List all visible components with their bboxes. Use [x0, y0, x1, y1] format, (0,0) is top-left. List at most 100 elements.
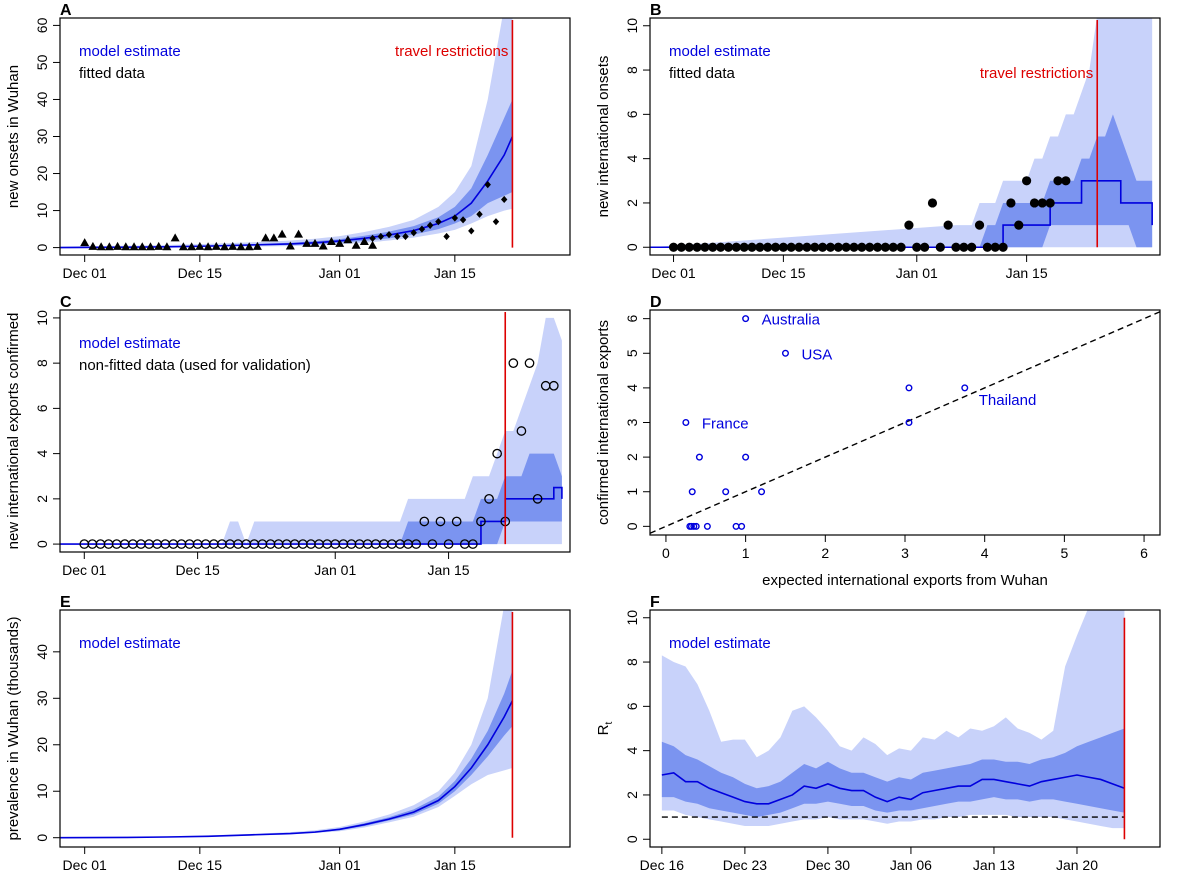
data-point: [742, 315, 750, 323]
data-point: [1045, 198, 1055, 208]
data-point: [990, 242, 1000, 252]
x-tick-label: Dec 30: [806, 857, 851, 873]
data-point: [818, 242, 828, 252]
panel-label: B: [650, 2, 662, 19]
plot-area: [60, 610, 514, 839]
country-label: USA: [801, 346, 832, 363]
data-point: [951, 242, 961, 252]
y-tick-label: 6: [624, 110, 640, 118]
legend-model-estimate: model estimate: [669, 635, 771, 652]
data-point: [904, 220, 914, 230]
x-tick-label: 4: [981, 545, 989, 561]
y-tick-label: 4: [624, 155, 640, 163]
data-point: [668, 242, 679, 252]
y-tick-label: 5: [624, 349, 640, 357]
data-point: [742, 453, 750, 461]
data-point: [716, 242, 726, 252]
plot-area: [650, 311, 1160, 534]
data-point: [692, 522, 700, 530]
panel-label: E: [60, 594, 71, 611]
y-tick-label: 20: [34, 737, 50, 753]
panel-e: 0 10 20 30 40 Dec 01 Dec 15 Jan 01 Jan 15 prevale…: [5, 594, 571, 873]
data-point: [1014, 220, 1024, 230]
triangle-point: [211, 241, 221, 250]
plot-frame: [649, 609, 1161, 848]
data-point: [688, 488, 696, 496]
data-point: [722, 488, 730, 496]
data-point: [524, 358, 535, 368]
diamond-point: [426, 221, 434, 229]
x-tick-label: 2: [821, 545, 829, 561]
triangle-point: [252, 241, 262, 250]
data-point: [687, 522, 695, 530]
data-point: [802, 242, 812, 252]
data-point: [825, 242, 836, 252]
inner-band: [650, 114, 1153, 248]
data-point: [548, 380, 559, 391]
data-point: [998, 242, 1008, 252]
data-point: [732, 522, 740, 530]
data-point: [739, 242, 749, 252]
diamond-point: [468, 227, 475, 235]
plot-area: [60, 317, 563, 549]
data-point: [758, 488, 766, 496]
y-tick-label: 10: [34, 203, 50, 219]
data-point: [1061, 176, 1071, 186]
y-tick-label: 0: [624, 522, 640, 530]
data-point: [676, 242, 686, 252]
y-tick-label: 0: [624, 835, 640, 843]
data-point: [781, 349, 789, 357]
data-point: [786, 242, 796, 252]
y-tick-label: 2: [624, 199, 640, 207]
data-point: [778, 242, 788, 252]
triangle-point: [318, 241, 328, 250]
data-point: [451, 516, 462, 527]
triangle-point: [145, 242, 155, 251]
triangle-point: [326, 237, 336, 246]
legend-model-estimate: model estimate: [79, 335, 181, 352]
triangle-point: [220, 242, 230, 251]
inner-band: [60, 670, 513, 838]
data-point: [508, 358, 519, 368]
data-point: [872, 242, 883, 252]
data-point: [810, 242, 820, 252]
data-point: [1037, 198, 1047, 208]
y-tick-label: 10: [34, 783, 50, 799]
inner-band: [661, 728, 1125, 818]
x-tick-label: 3: [901, 545, 909, 561]
diamond-point: [492, 218, 500, 226]
data-point: [532, 494, 543, 504]
data-point: [443, 539, 454, 549]
triangle-point: [162, 242, 172, 251]
y-tick-label: 2: [624, 453, 640, 461]
triangle-point: [88, 241, 98, 250]
data-point: [905, 419, 913, 427]
y-axis-label: new international onsets: [595, 56, 612, 218]
legend-data: fitted data: [79, 65, 146, 82]
data-point: [695, 453, 703, 461]
x-tick-label: Dec 01: [62, 562, 107, 578]
data-point: [1006, 198, 1016, 208]
data-point: [912, 242, 922, 252]
diamond-point: [484, 181, 491, 189]
x-tick-label: Dec 01: [62, 857, 107, 873]
triangle-point: [294, 229, 304, 238]
identity-line: [650, 311, 1160, 534]
triangle-point: [113, 241, 123, 250]
y-tick-label: 6: [624, 702, 640, 710]
y-tick-label: 0: [34, 834, 50, 842]
legend-travel-restrictions: travel restrictions: [980, 65, 1093, 82]
y-tick-label: 30: [34, 129, 50, 145]
data-point: [723, 242, 734, 252]
diamond-point: [418, 225, 426, 233]
outer-band: [60, 18, 513, 248]
y-tick-label: 4: [34, 450, 50, 458]
y-tick-label: 8: [34, 359, 50, 367]
y-tick-label: 2: [34, 495, 50, 503]
triangle-point: [368, 240, 378, 249]
plot-frame: [59, 609, 571, 848]
triangle-point: [195, 241, 205, 250]
triangle-point: [187, 242, 197, 251]
legend-model-estimate: model estimate: [79, 43, 181, 60]
data-point: [747, 242, 757, 252]
